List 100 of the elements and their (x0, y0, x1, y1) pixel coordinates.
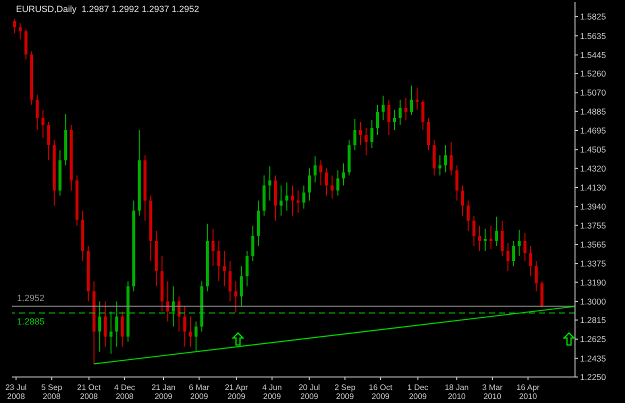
candlestick (376, 104, 380, 136)
candlestick (302, 184, 306, 210)
candlestick (268, 166, 272, 202)
candlestick (489, 225, 492, 250)
candlestick (115, 300, 118, 348)
candlestick (444, 144, 448, 173)
candlestick (342, 162, 345, 186)
y-tick-label: 1.5445 (580, 50, 606, 60)
candlestick (336, 170, 340, 196)
candlestick (109, 310, 112, 354)
candlestick (120, 310, 124, 348)
candlestick (41, 109, 44, 139)
candlestick (280, 184, 283, 216)
ref-line-label: 1.2885 (17, 316, 45, 326)
candlestick (358, 121, 362, 146)
x-tick-label: 4 Jun 2009 (262, 383, 282, 401)
x-tick-label: 16 Apr 2010 (516, 383, 540, 401)
candlestick (432, 140, 436, 176)
candlestick (398, 99, 402, 126)
x-tick-label: 21 Apr 2009 (224, 383, 248, 401)
candlestick (472, 215, 476, 246)
x-tick-label: 16 Oct 2009 (368, 383, 394, 401)
y-tick-label: 1.5260 (580, 68, 606, 79)
y-tick-label: 1.3000 (580, 296, 606, 306)
candlestick (290, 184, 294, 216)
candlestick (251, 225, 254, 262)
candlestick (217, 240, 220, 282)
candlestick (234, 280, 238, 313)
candlestick (393, 109, 396, 131)
candlestick (240, 266, 243, 307)
candlestick (104, 300, 107, 348)
candlestick (296, 190, 300, 214)
y-tick-label: 1.4885 (580, 106, 606, 116)
y-tick-label: 1.5635 (580, 30, 606, 41)
y-tick-label: 1.4695 (580, 126, 606, 136)
candlestick (512, 240, 516, 267)
candlestick (478, 225, 482, 252)
candlestick (308, 168, 311, 202)
candlestick (387, 99, 390, 136)
candlestick (466, 200, 470, 232)
chart-title: EURUSD,Daily 1.2987 1.2992 1.2937 1.2952 (16, 4, 200, 14)
candlestick (285, 182, 288, 212)
y-tick-label: 1.4320 (580, 163, 606, 174)
candlestick (98, 300, 102, 352)
candlestick (529, 245, 532, 277)
candlestick (438, 154, 442, 176)
candlestick (416, 87, 419, 110)
candlestick (188, 316, 192, 348)
candlestick (24, 28, 28, 60)
candlestick (319, 160, 322, 186)
x-tick-label: 3 Mar 2010 (482, 383, 503, 401)
y-tick-label: 1.3190 (580, 277, 606, 288)
candlestick (410, 85, 414, 116)
x-tick-label: 21 Jan 2009 (151, 383, 176, 401)
candlestick (222, 250, 226, 287)
candlestick (506, 242, 510, 272)
x-tick-label: 21 Oct 2008 (77, 383, 102, 401)
x-tick-label: 20 Jul 2009 (298, 383, 320, 401)
candlestick (421, 99, 424, 131)
candlestick (47, 121, 50, 161)
candlestick (353, 118, 356, 151)
x-tick-label: 6 Mar 2009 (188, 383, 210, 401)
candlestick (534, 260, 538, 292)
y-tick-label: 1.3375 (580, 258, 606, 269)
y-tick-label: 1.4505 (580, 144, 606, 155)
candlestick (13, 18, 16, 34)
candlestick (246, 250, 249, 287)
candlestick (450, 142, 453, 176)
y-tick-label: 1.2435 (580, 353, 606, 364)
candlestick (324, 168, 328, 196)
candlestick (382, 95, 385, 120)
x-tick-label: 2 Sep 2009 (334, 383, 356, 401)
y-tick-label: 1.3940 (580, 202, 606, 212)
candlestick (523, 232, 526, 262)
candlestick (484, 228, 487, 252)
candlestick (461, 184, 464, 216)
candlestick (36, 94, 39, 131)
candlestick (370, 119, 374, 149)
x-tick-label: 5 Sep 2008 (41, 383, 63, 401)
x-tick-label: 23 Jul 2008 (5, 383, 27, 401)
candlestick (364, 128, 368, 156)
candlestick (404, 97, 408, 120)
candlestick (228, 260, 232, 302)
y-tick-label: 1.2250 (580, 372, 606, 382)
candlestick (18, 22, 22, 40)
y-tick-label: 1.3565 (580, 239, 606, 250)
y-tick-label: 1.3755 (580, 220, 606, 230)
y-tick-label: 1.2625 (580, 334, 606, 344)
candlestick (212, 228, 215, 267)
x-tick-label: 4 Dec 2008 (114, 383, 136, 401)
candlestick (194, 321, 198, 352)
candlestick (178, 296, 181, 332)
ref-line-label: 1.2952 (17, 293, 45, 304)
candlestick (330, 174, 334, 200)
candlestick (500, 220, 504, 257)
candlestick (455, 164, 458, 202)
candlestick (540, 280, 544, 308)
y-tick-label: 1.4130 (580, 182, 606, 192)
candlestick (314, 156, 317, 183)
x-tick-label: 18 Jan 2010 (444, 383, 469, 401)
